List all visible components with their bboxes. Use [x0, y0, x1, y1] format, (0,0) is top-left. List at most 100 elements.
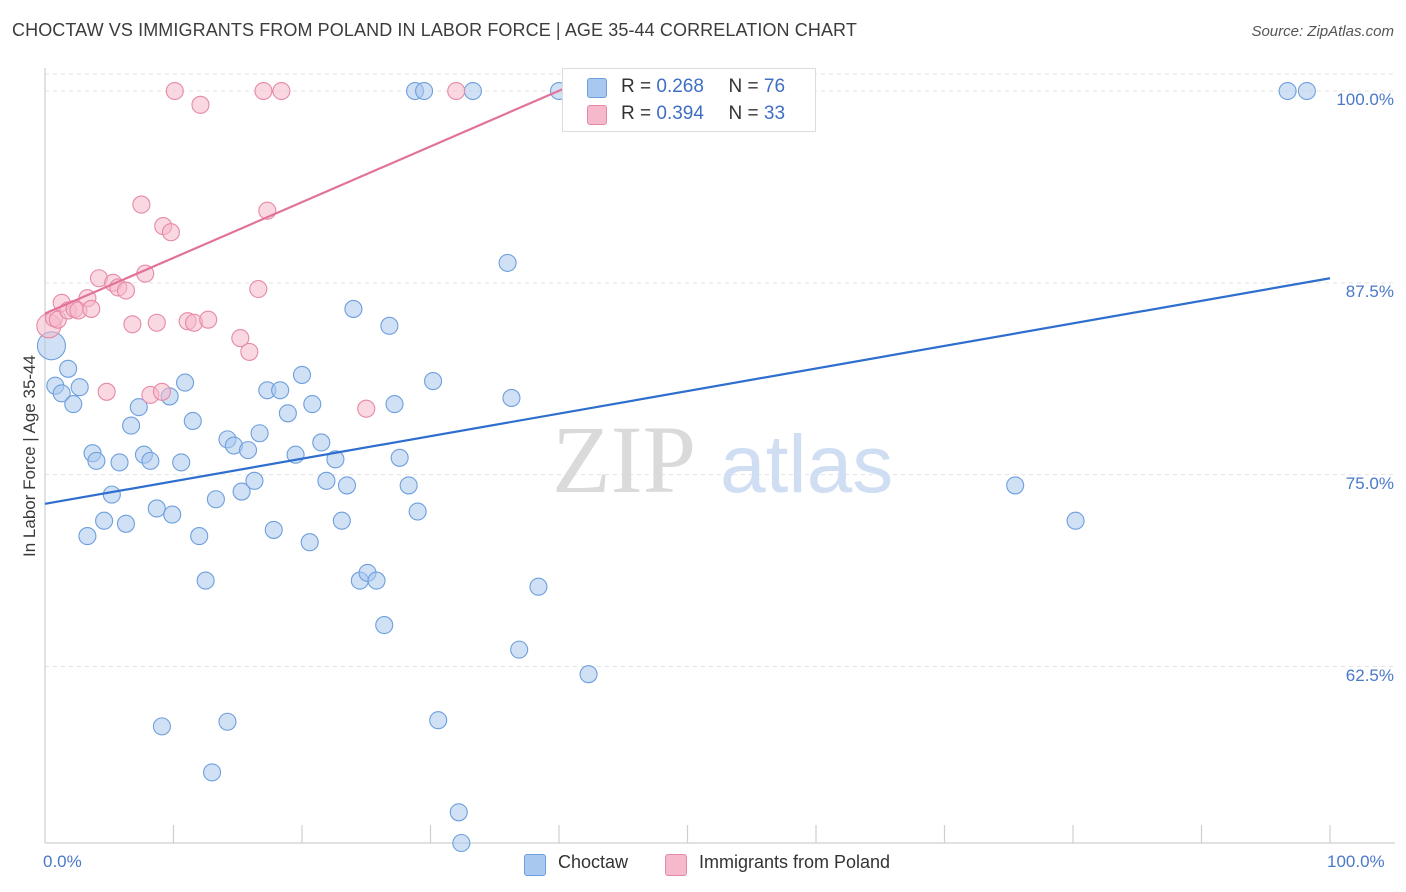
data-point — [70, 378, 89, 397]
watermark-atlas: atlas — [720, 419, 893, 510]
data-point — [249, 279, 268, 299]
legend-r-value-poland: 0.394 — [656, 103, 704, 124]
legend-swatch-poland — [587, 105, 607, 125]
data-point — [300, 533, 319, 552]
data-point — [399, 476, 418, 495]
data-point — [206, 490, 225, 509]
data-point — [190, 527, 209, 546]
legend-r-label: R = — [621, 76, 652, 97]
data-point — [1278, 81, 1297, 101]
legend-n-label: N = — [728, 76, 759, 97]
y-tick-label-87-5: 87.5% — [1345, 281, 1394, 301]
data-point — [463, 81, 482, 101]
data-point — [326, 450, 345, 469]
data-point — [390, 448, 409, 467]
data-point — [238, 441, 258, 460]
data-point — [232, 482, 251, 501]
data-point — [385, 395, 404, 414]
data-point — [344, 299, 363, 318]
y-tick-label-62-5: 62.5% — [1345, 665, 1394, 685]
data-point — [317, 471, 336, 490]
data-point — [199, 310, 218, 329]
data-point — [254, 81, 273, 101]
data-point — [415, 81, 434, 101]
data-point — [82, 299, 101, 318]
data-point — [375, 616, 394, 635]
data-point — [78, 527, 97, 546]
data-point — [264, 520, 283, 539]
data-point — [116, 514, 136, 533]
data-point — [250, 424, 269, 443]
data-point — [408, 502, 427, 521]
legend-swatch-choctaw — [587, 78, 607, 98]
data-point — [183, 411, 202, 431]
data-point — [447, 81, 466, 101]
y-tick-label-100: 100.0% — [1336, 90, 1394, 110]
data-point — [380, 316, 399, 335]
trend-lines — [44, 86, 1331, 505]
x-tick-label-100: 100.0% — [1327, 852, 1385, 871]
data-point — [272, 81, 291, 101]
data-point — [64, 395, 83, 414]
data-point — [245, 471, 264, 490]
bottom-legend-swatch-choctaw — [524, 854, 546, 876]
data-point — [498, 253, 517, 272]
data-point — [147, 313, 166, 332]
chart-title: CHOCTAW VS IMMIGRANTS FROM POLAND IN LAB… — [12, 20, 857, 40]
watermark-zip: ZIP — [552, 406, 696, 513]
data-point — [132, 195, 151, 214]
data-point — [502, 388, 521, 408]
data-point — [1297, 81, 1316, 101]
bottom-legend-swatch-poland — [665, 854, 687, 876]
legend-n-value-choctaw: 76 — [763, 76, 786, 97]
legend-n-label: N = — [728, 103, 759, 124]
data-point — [129, 398, 148, 417]
data-point — [367, 571, 386, 590]
data-point — [529, 577, 548, 596]
data-point — [87, 451, 106, 470]
data-point — [332, 511, 351, 530]
trend-line-choctaw — [44, 277, 1331, 505]
data-point — [163, 505, 182, 524]
grid-lines — [45, 73, 1395, 668]
data-point — [357, 399, 376, 418]
data-point — [97, 382, 116, 401]
data-point — [449, 803, 468, 822]
data-point — [429, 711, 448, 730]
data-point — [110, 453, 129, 472]
trend-line-poland — [44, 86, 566, 315]
axes — [44, 68, 1395, 844]
data-point — [161, 223, 180, 242]
data-point — [278, 404, 297, 423]
data-point — [452, 833, 471, 853]
data-point — [122, 416, 141, 435]
y-tick-label-75: 75.0% — [1345, 473, 1394, 493]
data-point — [240, 342, 259, 361]
data-point — [176, 373, 195, 392]
data-point — [116, 281, 136, 300]
chart-source: Source: ZipAtlas.com — [1251, 23, 1394, 40]
legend-r-value-choctaw: 0.268 — [656, 76, 704, 97]
data-point — [337, 476, 357, 495]
data-point — [579, 665, 598, 684]
data-point — [152, 717, 171, 736]
data-point — [1006, 476, 1025, 495]
data-point — [231, 329, 250, 348]
data-point — [172, 453, 191, 472]
data-point — [218, 712, 237, 731]
series-choctaw-points — [36, 81, 1316, 853]
stats-legend: R = 0.268 N = 76 R = 0.394 N = 33 — [562, 68, 816, 132]
data-point — [196, 571, 215, 590]
data-point — [203, 763, 222, 782]
bottom-legend-label-poland: Immigrants from Poland — [699, 852, 891, 872]
data-point — [165, 81, 184, 101]
data-point — [191, 95, 210, 114]
legend-row-poland: R = 0.394 N = 33 — [563, 101, 813, 127]
data-point — [52, 384, 71, 403]
data-point — [147, 499, 166, 518]
data-point — [292, 365, 312, 384]
bottom-legend-label-choctaw: Choctaw — [558, 852, 629, 872]
data-point — [102, 485, 121, 504]
series-poland-points — [36, 81, 466, 418]
